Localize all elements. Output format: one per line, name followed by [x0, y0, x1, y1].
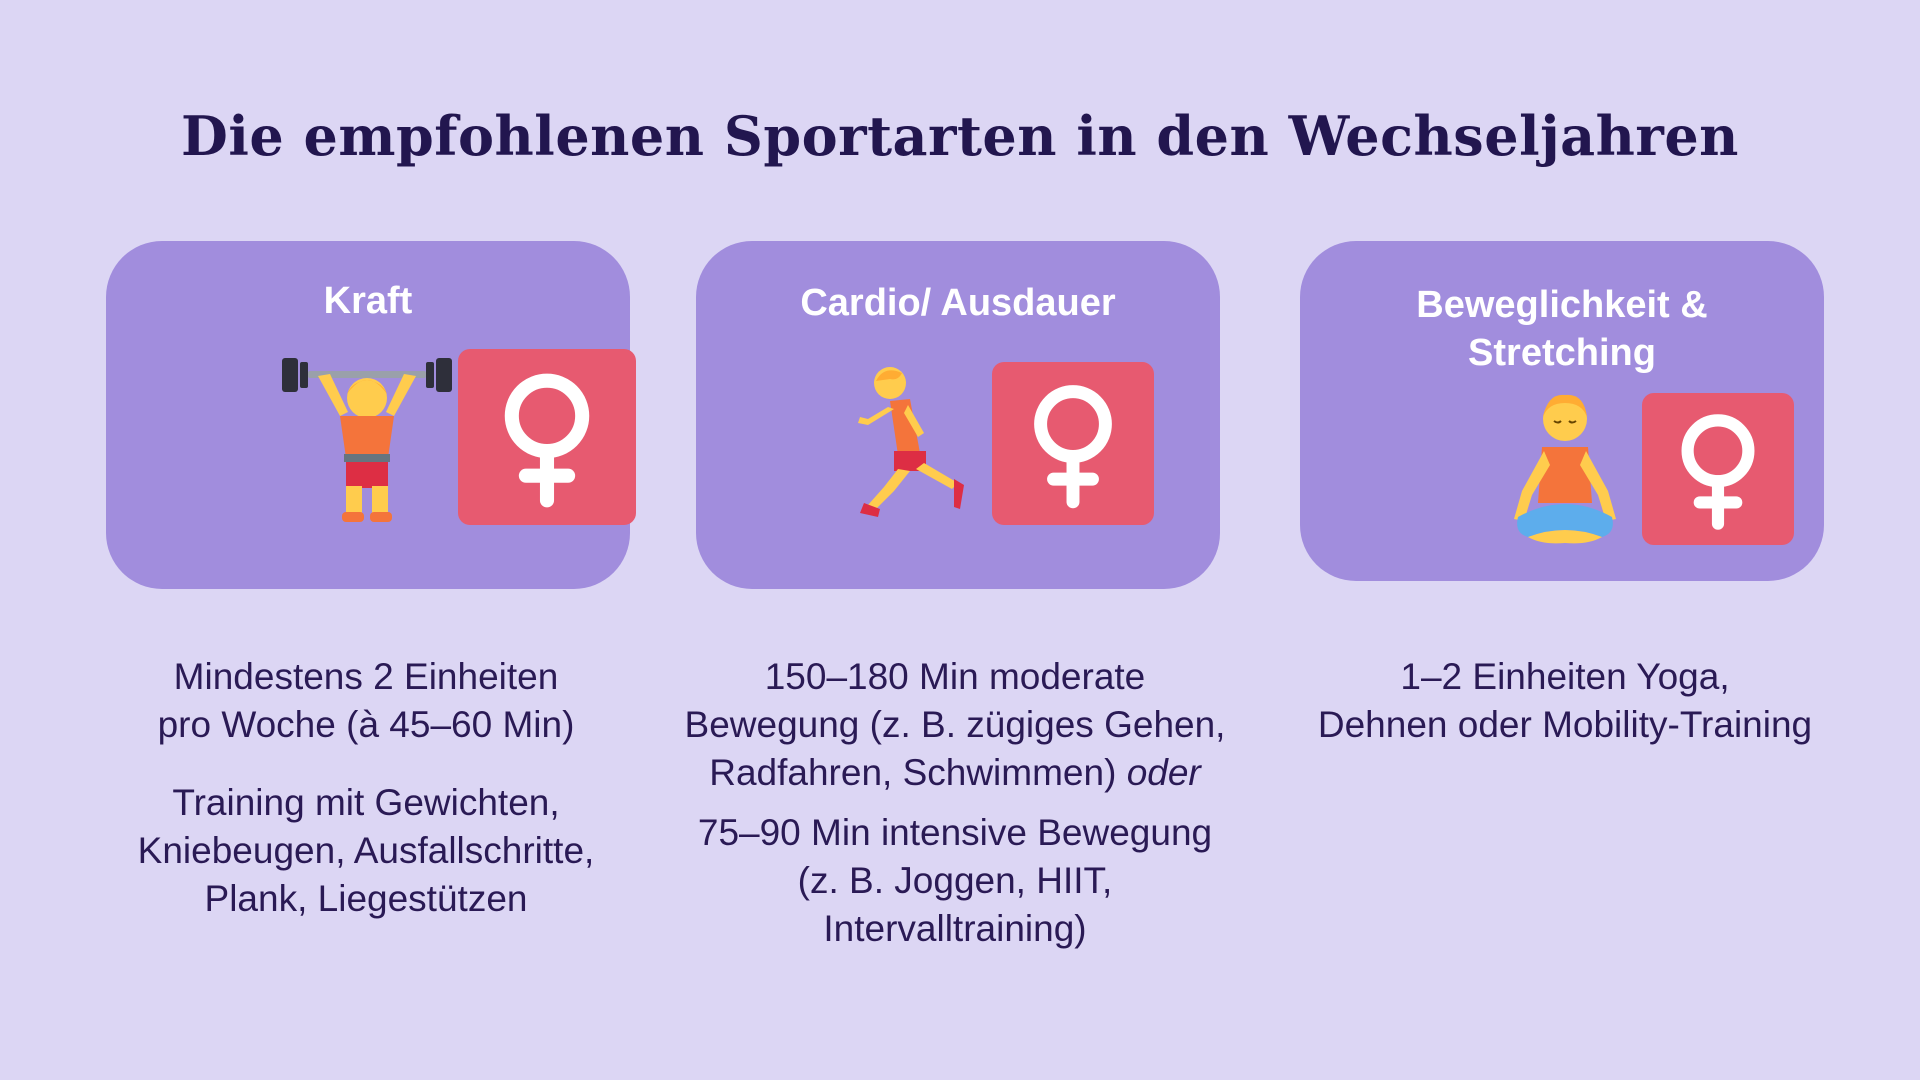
desc-line: Dehnen oder Mobility-Training: [1317, 704, 1813, 745]
description-beweglichkeit: 1–2 Einheiten Yoga, Dehnen oder Mobility…: [1280, 653, 1850, 779]
desc-line: Kniebeugen, Ausfallschritte,: [137, 830, 595, 871]
description-cardio: 150–180 Min moderate Bewegung (z. B. züg…: [660, 653, 1250, 983]
page-title: Die empfohlenen Sportarten in den Wechse…: [181, 104, 1739, 168]
desc-line: (z. B. Joggen, HIIT,: [797, 860, 1113, 901]
desc-line: Training mit Gewichten,: [172, 782, 560, 823]
desc-line: Bewegung (z. B. zügiges Gehen,: [684, 704, 1226, 745]
description-kraft: Mindestens 2 Einheiten pro Woche (à 45–6…: [96, 653, 636, 953]
venus-icon: [458, 349, 636, 525]
desc-line: Mindestens 2 Einheiten: [173, 656, 559, 697]
desc-line: Plank, Liegestützen: [204, 878, 528, 919]
desc-line: 150–180 Min moderate: [764, 656, 1146, 697]
venus-icon: [1642, 393, 1794, 545]
desc-line: Radfahren, Schwimmen): [709, 752, 1127, 793]
desc-line: pro Woche (à 45–60 Min): [157, 704, 575, 745]
card-title-line-2: Stretching: [1468, 332, 1656, 374]
card-kraft: Kraft: [106, 241, 636, 589]
card-title-line-1: Beweglichkeit &: [1416, 284, 1708, 326]
desc-italic-oder: oder: [1126, 752, 1201, 793]
card-title-beweglichkeit: Beweglichkeit & Stretching: [1300, 281, 1824, 377]
card-beweglichkeit: Beweglichkeit & Stretching: [1300, 241, 1824, 581]
card-title-kraft: Kraft: [323, 280, 413, 322]
desc-line: 75–90 Min intensive Bewegung: [697, 812, 1213, 853]
yoga-meditation-icon: [1508, 391, 1622, 547]
venus-icon: [992, 362, 1154, 525]
card-title-cardio: Cardio/ Ausdauer: [800, 282, 1116, 324]
weightlifter-icon: [282, 346, 452, 526]
desc-line: Intervalltraining): [823, 908, 1087, 949]
desc-line: 1–2 Einheiten Yoga,: [1400, 656, 1730, 697]
runner-icon: [854, 363, 970, 523]
card-cardio: Cardio/ Ausdauer: [696, 241, 1220, 589]
